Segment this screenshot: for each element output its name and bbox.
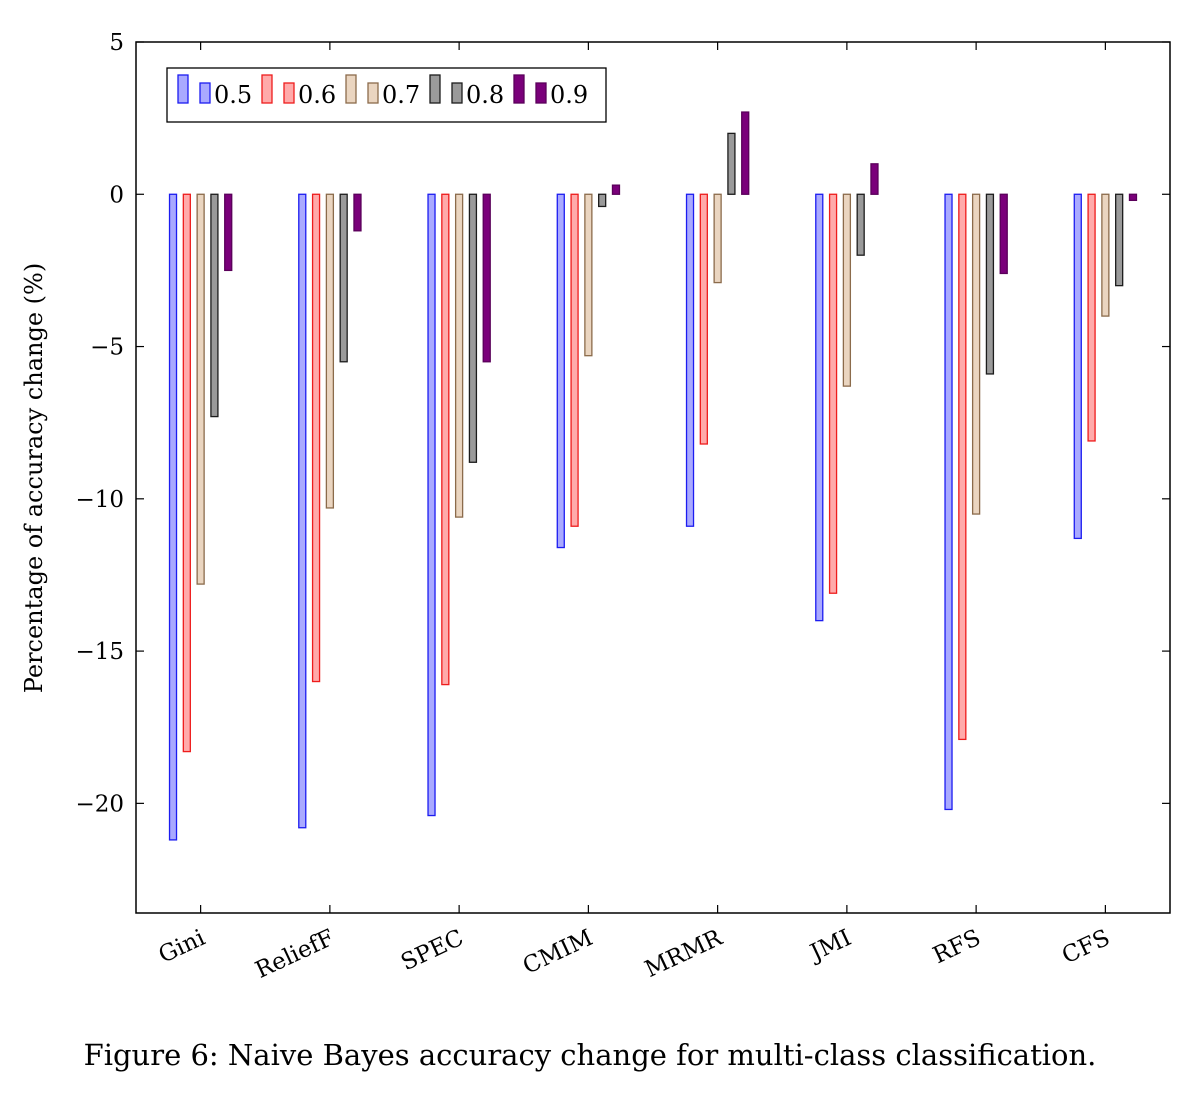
bar-relieff-0_7	[325, 193, 335, 509]
bar-cfs-0_7	[1101, 193, 1110, 317]
y-tick-label: −20	[75, 791, 124, 817]
bar-gini-0_5	[168, 193, 178, 841]
y-tick-label: −10	[75, 487, 124, 513]
x-tick-label: Gini	[155, 925, 209, 969]
legend-swatch	[261, 74, 273, 104]
x-tick-label: RFS	[929, 925, 984, 969]
bar-cfs-0_9	[1128, 193, 1138, 202]
bar-mrmr-0_6	[699, 193, 708, 445]
legend-swatch-small	[535, 82, 547, 104]
legend-label: 0.6	[298, 81, 336, 109]
x-tick-label: ReliefF	[252, 925, 339, 984]
bar-cfs-0_5	[1073, 193, 1082, 540]
bar-spec-0_6	[441, 193, 450, 686]
bar-cmim-0_8	[598, 193, 607, 208]
bar-mrmr-0_9	[741, 111, 750, 195]
bar-cfs-0_6	[1087, 193, 1096, 442]
legend-swatch	[429, 74, 441, 104]
y-tick-label: −5	[90, 335, 124, 361]
x-tick-label: MRMR	[641, 925, 727, 983]
bar-jmi-0_7	[842, 193, 852, 387]
bar-gini-0_9	[224, 193, 233, 272]
bar-gini-0_7	[196, 193, 205, 585]
x-tick-label: SPEC	[397, 925, 467, 976]
bar-mrmr-0_5	[685, 193, 695, 527]
x-tick-label: CMIM	[519, 925, 597, 980]
legend-label: 0.5	[214, 81, 252, 109]
bar-spec-0_7	[454, 193, 464, 518]
bar-chart: 5 0 −5 −10 −15 −20 Gini ReliefF SPEC CMIM MRMR JMI…	[20, 30, 1171, 984]
bar-spec-0_8	[468, 193, 478, 463]
bar-relieff-0_9	[353, 193, 362, 232]
legend-label: 0.7	[382, 81, 420, 109]
bar-gini-0_6	[182, 193, 191, 753]
bar-rfs-0_9	[999, 193, 1008, 275]
legend-label: 0.8	[466, 81, 504, 109]
bar-spec-0_5	[427, 193, 436, 817]
legend-box	[166, 67, 607, 123]
bar-cmim-0_6	[570, 193, 579, 527]
y-axis-label: Percentage of accuracy change (%)	[20, 263, 48, 693]
figure-caption: Figure 6: Naive Bayes accuracy change fo…	[83, 1038, 1097, 1072]
bar-rfs-0_5	[944, 193, 953, 811]
bar-cmim-0_9	[611, 184, 621, 195]
bar-jmi-0_8	[856, 193, 865, 256]
plot-frame	[135, 41, 1171, 914]
legend-swatch-small	[199, 82, 211, 104]
x-tick-label: JMI	[805, 925, 856, 967]
legend: 0.5 0.6 0.7 0.8 0.9	[166, 67, 607, 123]
bar-relieff-0_5	[298, 193, 307, 829]
legend-swatch	[513, 74, 525, 104]
bar-cmim-0_7	[584, 193, 593, 357]
legend-swatch	[345, 74, 357, 104]
legend-label: 0.9	[550, 81, 588, 109]
bar-jmi-0_6	[828, 193, 838, 594]
bar-rfs-0_6	[958, 193, 967, 741]
bar-cfs-0_8	[1115, 193, 1124, 287]
bar-jmi-0_9	[870, 163, 879, 195]
x-tick-label: CFS	[1058, 925, 1114, 969]
y-tick-label: 5	[109, 30, 124, 56]
y-tick-label: 0	[109, 182, 124, 208]
y-tick-label: −15	[75, 639, 124, 665]
bar-mrmr-0_8	[727, 132, 736, 195]
bar-gini-0_8	[210, 193, 219, 418]
legend-swatch-small	[367, 82, 379, 104]
bar-rfs-0_7	[971, 193, 981, 515]
bar-relieff-0_8	[339, 193, 348, 363]
legend-swatch	[177, 74, 189, 104]
legend-swatch-small	[451, 82, 463, 104]
bar-jmi-0_5	[815, 193, 824, 622]
bar-spec-0_9	[482, 193, 491, 363]
bar-mrmr-0_7	[713, 193, 722, 284]
bar-rfs-0_8	[985, 193, 995, 375]
y-axis: 5 0 −5 −10 −15 −20	[75, 30, 1170, 817]
legend-swatch-small	[283, 82, 295, 104]
bars-group	[168, 111, 1138, 841]
bar-relieff-0_6	[311, 193, 321, 683]
bar-cmim-0_5	[556, 193, 565, 549]
